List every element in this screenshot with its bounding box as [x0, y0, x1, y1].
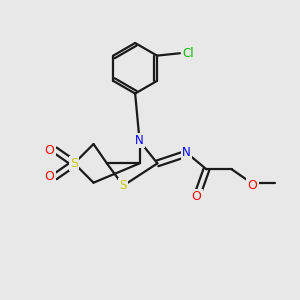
Text: S: S: [120, 179, 127, 192]
Text: N: N: [135, 134, 144, 147]
Text: O: O: [45, 170, 55, 183]
Text: N: N: [182, 146, 191, 160]
Text: S: S: [70, 157, 78, 170]
Text: O: O: [248, 178, 257, 192]
Text: O: O: [192, 190, 202, 203]
Text: O: O: [45, 143, 55, 157]
Text: Cl: Cl: [182, 47, 194, 60]
